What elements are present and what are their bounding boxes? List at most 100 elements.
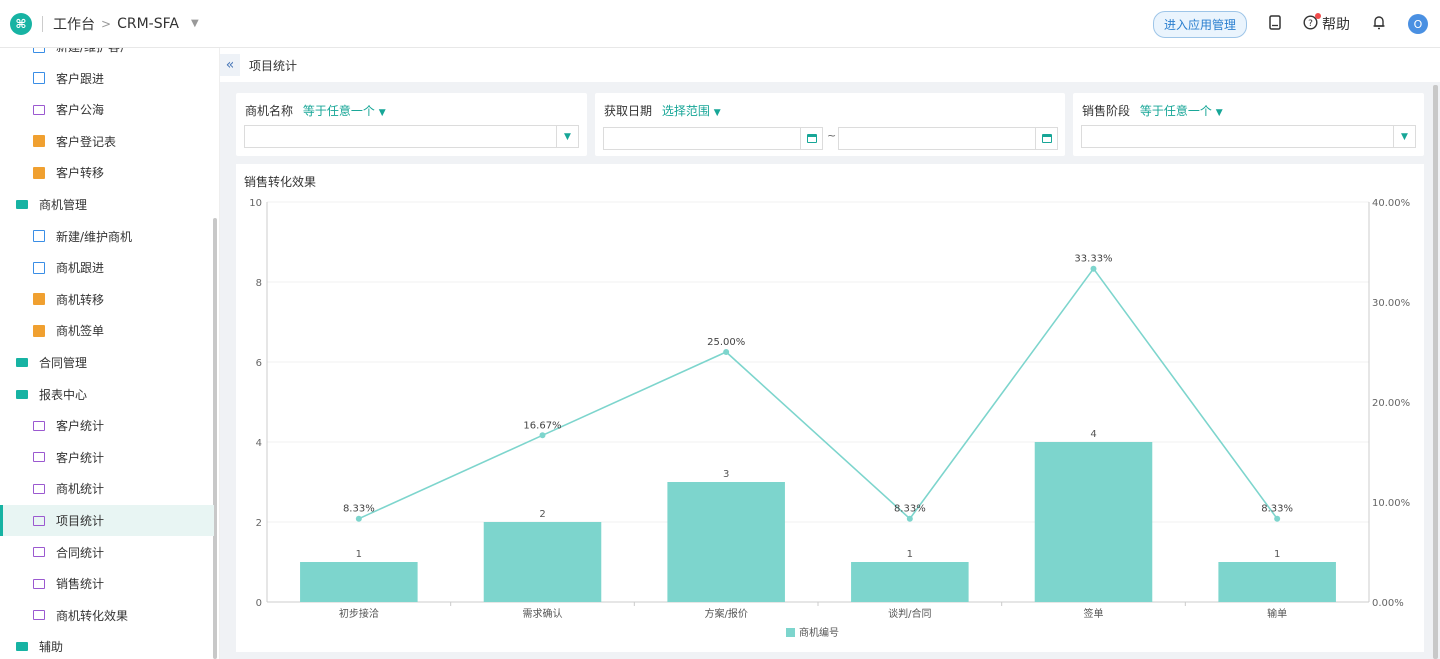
page-title: 项目统计: [249, 58, 298, 73]
bar-value-label: 2: [539, 509, 545, 520]
sales-stage-select[interactable]: ▼: [1081, 125, 1416, 148]
notification-dot: [1315, 12, 1321, 19]
top-actions: 进入应用管理 ? 帮助 O: [1152, 0, 1428, 48]
mobile-icon[interactable]: [1269, 14, 1281, 34]
doc-icon: [33, 72, 45, 85]
bell-icon[interactable]: [1372, 15, 1386, 34]
sidebar-item[interactable]: 项目统计: [0, 505, 214, 536]
caret-down-icon[interactable]: ▼: [190, 18, 199, 29]
sidebar-item[interactable]: 客户公海: [0, 94, 214, 125]
sidebar-item-label: 新建/维护客户: [56, 48, 132, 55]
line-value-label: 8.33%: [343, 504, 375, 515]
sidebar-item[interactable]: 新建/维护商机: [0, 221, 214, 252]
sidebar-item[interactable]: 商机转化效果: [0, 600, 214, 631]
y-tick-label: 4: [256, 438, 262, 449]
dropdown-arrow-icon[interactable]: ▼: [556, 126, 578, 147]
svg-text:?: ?: [1308, 19, 1313, 29]
x-tick-label: 谈判/合同: [888, 607, 931, 620]
y-tick-label: 2: [256, 518, 262, 529]
sidebar-item-label: 商机管理: [39, 198, 88, 212]
sidebar-item[interactable]: 客户跟进: [0, 63, 214, 94]
avatar[interactable]: O: [1408, 14, 1428, 34]
sidebar-item[interactable]: 新建/维护客户: [0, 48, 214, 62]
app-logo-icon[interactable]: ⌘: [10, 12, 32, 35]
dropdown-arrow-icon[interactable]: ▼: [1393, 126, 1415, 147]
calendar-icon[interactable]: [1035, 128, 1057, 149]
sidebar: 新建/维护客户客户跟进客户公海客户登记表客户转移商机管理新建/维护商机商机跟进商…: [0, 48, 220, 659]
y-tick-label: 8: [256, 278, 262, 289]
screen-icon: [33, 610, 45, 621]
legend-swatch: [786, 628, 795, 637]
sidebar-item[interactable]: 商机跟进: [0, 252, 214, 283]
operator-dropdown[interactable]: 等于任意一个 ▼: [303, 104, 386, 118]
sidebar-item[interactable]: 客户统计: [0, 442, 214, 473]
help-icon: ?: [1303, 12, 1321, 34]
sidebar-item[interactable]: 商机管理: [0, 189, 214, 220]
sidebar-item-label: 商机转化效果: [56, 608, 129, 623]
sidebar-item-label: 客户统计: [56, 450, 105, 465]
collapse-sidebar-icon[interactable]: «: [220, 54, 240, 76]
bar: [851, 562, 969, 602]
sidebar-item-label: 客户公海: [56, 103, 105, 118]
y2-tick-label: 30.00%: [1372, 298, 1410, 309]
sidebar-item[interactable]: 辅助: [0, 631, 214, 659]
bar-value-label: 4: [1090, 429, 1096, 440]
operator-label: 等于任意一个: [302, 104, 375, 118]
folder-icon: [16, 389, 28, 399]
end-date-input[interactable]: [838, 127, 1058, 150]
sidebar-scrollbar[interactable]: [213, 218, 217, 659]
folder-icon: [16, 200, 28, 209]
sidebar-item[interactable]: 合同管理: [0, 347, 214, 378]
y2-tick-label: 40.00%: [1372, 198, 1410, 209]
sidebar-item[interactable]: 合同统计: [0, 537, 214, 568]
line-point: [355, 515, 362, 522]
range-separator: ~: [827, 129, 837, 142]
x-tick-label: 方案/报价: [704, 607, 747, 620]
help-button[interactable]: ? 帮助: [1303, 12, 1350, 34]
x-tick-label: 需求确认: [523, 607, 563, 620]
bar: [1034, 442, 1153, 602]
sidebar-item[interactable]: 客户转移: [0, 157, 214, 188]
sidebar-item-label: 客户登记表: [56, 134, 117, 149]
screen-icon: [33, 483, 45, 494]
sidebar-item-label: 合同统计: [56, 545, 105, 560]
operator-dropdown[interactable]: 选择范围 ▼: [662, 104, 721, 118]
folder-icon: [16, 358, 28, 367]
line-point: [723, 349, 730, 355]
start-date-input[interactable]: [603, 127, 823, 150]
line-point: [1274, 515, 1281, 522]
sidebar-item[interactable]: 客户登记表: [0, 126, 214, 157]
calendar-icon[interactable]: [800, 128, 822, 149]
sidebar-item[interactable]: 销售统计: [0, 568, 214, 599]
sidebar-item[interactable]: 商机转移: [0, 284, 214, 315]
operator-dropdown[interactable]: 等于任意一个 ▼: [1140, 104, 1223, 118]
clipboard-icon: [33, 293, 45, 306]
screen-icon: [33, 547, 45, 558]
bar-value-label: 1: [356, 549, 362, 560]
sidebar-item-label: 新建/维护商机: [56, 229, 133, 244]
sidebar-item[interactable]: 商机签单: [0, 315, 214, 346]
line-value-label: 8.33%: [1261, 504, 1293, 515]
workspace-link[interactable]: 工作台: [53, 16, 95, 33]
divider: [42, 15, 43, 32]
screen-icon: [33, 578, 45, 589]
doc-icon: [33, 230, 45, 243]
y2-tick-label: 0.00%: [1372, 598, 1404, 609]
app-name[interactable]: CRM-SFA: [117, 15, 179, 32]
operator-label: 等于任意一个: [1139, 104, 1212, 118]
sidebar-item-label: 商机跟进: [56, 261, 105, 276]
sidebar-item[interactable]: 客户统计: [0, 410, 214, 441]
y2-tick-label: 10.00%: [1372, 498, 1410, 509]
sidebar-item-label: 销售统计: [56, 577, 105, 592]
sidebar-item-label: 商机统计: [56, 482, 105, 497]
enter-app-management-button[interactable]: 进入应用管理: [1152, 10, 1247, 38]
clipboard-icon: [33, 135, 45, 148]
main-scrollbar[interactable]: [1433, 85, 1438, 659]
sales-conversion-chart: 0 2 4 6 8 10 0.00% 10.00% 20.00% 30.00% 40.00% 初步接洽…: [249, 198, 1410, 639]
opportunity-name-select[interactable]: ▼: [244, 125, 579, 148]
folder-icon: [16, 642, 28, 652]
caret-down-icon: ▼: [713, 108, 721, 118]
sidebar-item[interactable]: 商机统计: [0, 473, 214, 504]
sidebar-item-label: 报表中心: [39, 387, 88, 402]
sidebar-item[interactable]: 报表中心: [0, 379, 214, 410]
